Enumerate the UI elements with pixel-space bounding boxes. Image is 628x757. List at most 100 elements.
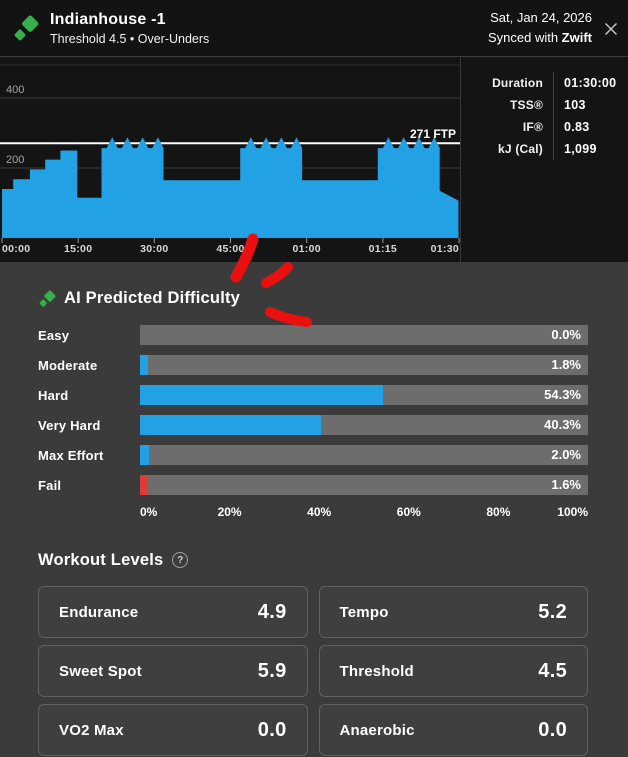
workout-levels-title: Workout Levels [38, 550, 164, 569]
stat-value: 103 [553, 94, 628, 116]
workout-level-card: Endurance 4.9 [38, 586, 308, 638]
level-name: Tempo [339, 603, 389, 621]
stat-value: 0.83 [553, 116, 628, 138]
svg-text:200: 200 [6, 154, 24, 166]
difficulty-percent: 1.8% [551, 357, 581, 372]
stat-row: kJ (Cal) 1,099 [461, 138, 628, 160]
level-name: Sweet Spot [59, 662, 142, 680]
time-axis-label: 01:00 [292, 243, 321, 255]
time-axis-label: 01:30 [430, 243, 460, 255]
level-name: Anaerobic [339, 721, 415, 739]
difficulty-bar-fill [140, 385, 384, 405]
percent-axis: 0% 20% 40% 60% 80% 100% [140, 505, 588, 520]
difficulty-row: Very Hard 40.3% [38, 415, 588, 435]
svg-text:400: 400 [6, 84, 24, 96]
workout-subtitle: Threshold 4.5 • Over-Unders [50, 31, 210, 46]
workout-level-card: Threshold 4.5 [318, 645, 588, 697]
workout-level-card: Anaerobic 0.0 [318, 704, 588, 756]
workout-level-card: Tempo 5.2 [318, 586, 588, 638]
level-name: Threshold [339, 662, 414, 680]
level-value: 4.9 [257, 600, 287, 623]
workout-title: Indianhouse -1 [50, 10, 166, 28]
stat-label: Duration [492, 76, 543, 90]
difficulty-label: Very Hard [38, 417, 101, 433]
svg-text:271 FTP: 271 FTP [410, 127, 456, 141]
difficulty-label: Max Effort [38, 447, 104, 463]
workout-stats-panel: Duration 01:30:00 TSS® 103 IF® 0.83 kJ (Cal) 1,… [460, 57, 628, 262]
time-axis: 00:00 15:00 30:00 45:00 01:00 01:15 01:30 [0, 243, 460, 257]
difficulty-label: Moderate [38, 357, 98, 373]
level-value: 0.0 [257, 718, 287, 741]
difficulty-bar-fill [140, 355, 149, 375]
stat-value: 01:30:00 [553, 72, 628, 94]
stat-row: Duration 01:30:00 [461, 72, 628, 94]
ai-difficulty-header: AI Predicted Difficulty [38, 288, 588, 308]
difficulty-row: Easy 0.0% [38, 325, 588, 345]
stat-label: IF® [522, 120, 543, 134]
workout-date: Sat, Jan 24, 2026 [490, 10, 592, 25]
difficulty-bar-fill [140, 475, 148, 495]
level-name: VO2 Max [59, 721, 124, 739]
difficulty-label: Fail [38, 477, 62, 493]
difficulty-bar-fill [140, 445, 149, 465]
difficulty-bar-track: 40.3% [140, 415, 588, 435]
percent-axis-label: 40% [307, 505, 332, 519]
red-marker-stroke [261, 262, 293, 288]
percent-axis-label: 20% [217, 505, 242, 519]
difficulty-percent: 54.3% [544, 387, 581, 402]
workout-level-card: VO2 Max 0.0 [38, 704, 308, 756]
ai-difficulty-title: AI Predicted Difficulty [64, 288, 241, 307]
workout-level-cards: Endurance 4.9 Tempo 5.2 Sweet Spot 5.9 Thresho… [38, 586, 588, 756]
difficulty-percent: 2.0% [551, 447, 581, 462]
sync-brand: Zwift [561, 30, 592, 45]
difficulty-percent: 1.6% [551, 477, 581, 492]
difficulty-row: Max Effort 2.0% [38, 445, 588, 465]
level-value: 5.9 [257, 659, 287, 682]
difficulty-percent: 40.3% [544, 417, 581, 432]
difficulty-bar-track: 2.0% [140, 445, 588, 465]
workout-levels-header: Workout Levels ? [38, 549, 588, 571]
difficulty-bar-track: 1.6% [140, 475, 588, 495]
stat-row: TSS® 103 [461, 94, 628, 116]
difficulty-row: Fail 1.6% [38, 475, 588, 495]
difficulty-row: Moderate 1.8% [38, 355, 588, 375]
synced-with-label: Synced with Zwift [487, 30, 592, 45]
difficulty-bar-track: 54.3% [140, 385, 588, 405]
level-value: 0.0 [538, 718, 567, 741]
time-axis-label: 15:00 [63, 243, 93, 255]
percent-axis-label: 60% [396, 505, 421, 519]
difficulty-bar-track: 0.0% [140, 325, 588, 345]
difficulty-bar-track: 1.8% [140, 355, 588, 375]
close-icon [605, 23, 617, 35]
percent-axis-label: 80% [486, 505, 511, 519]
stat-value: 1,099 [553, 138, 628, 160]
difficulty-row: Hard 54.3% [38, 385, 588, 405]
level-name: Endurance [59, 603, 139, 621]
time-axis-label: 45:00 [216, 243, 245, 255]
level-value: 4.5 [538, 659, 567, 682]
workout-power-chart: 400 200 271 FTP 00:00 15:00 30:00 45:00 01:00 0… [0, 57, 460, 262]
close-button[interactable] [602, 20, 620, 38]
time-axis-label: 30:00 [140, 243, 169, 255]
difficulty-label: Easy [38, 327, 70, 343]
difficulty-percent: 0.0% [551, 327, 581, 342]
workout-level-card: Sweet Spot 5.9 [38, 645, 308, 697]
difficulty-bars: Easy 0.0% Moderate 1.8% Hard 54.3% Very Hard 40… [38, 325, 588, 495]
help-icon[interactable]: ? [172, 552, 189, 568]
level-value: 5.2 [538, 600, 567, 623]
stat-label: kJ (Cal) [498, 142, 543, 156]
ai-sparkle-icon [39, 289, 56, 307]
stat-label: TSS® [510, 98, 543, 112]
ai-sparkle-icon [14, 15, 39, 41]
difficulty-bar-fill [140, 415, 321, 435]
time-axis-label: 01:15 [368, 243, 398, 255]
analysis-section: AI Predicted Difficulty Easy 0.0% Moderate… [0, 288, 628, 756]
modal-header: Indianhouse -1 Threshold 4.5 • Over-Unde… [0, 0, 628, 57]
power-profile-svg: 400 200 271 FTP [0, 64, 460, 243]
chart-stats-section: 400 200 271 FTP 00:00 15:00 30:00 45:00 01:00 0… [0, 57, 628, 262]
percent-axis-label: 100% [557, 505, 588, 519]
percent-axis-label: 0% [140, 505, 158, 519]
difficulty-label: Hard [38, 387, 69, 403]
time-axis-label: 00:00 [2, 243, 31, 255]
